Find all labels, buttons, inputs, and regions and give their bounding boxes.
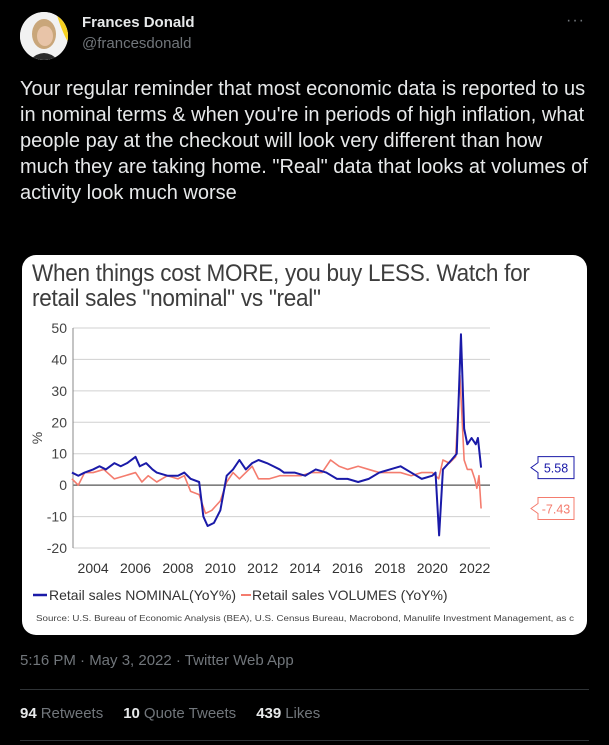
- author-name[interactable]: Frances Donald: [82, 14, 195, 31]
- stat-count: 439: [256, 705, 282, 722]
- y-tick-label: 10: [51, 446, 67, 462]
- end-label-nominal: 5.58: [544, 462, 568, 476]
- y-tick-label: 0: [59, 477, 67, 493]
- ellipsis-icon[interactable]: ···: [566, 12, 585, 29]
- tweet-timestamp[interactable]: 5:16 PM · May 3, 2022 · Twitter Web App: [20, 652, 294, 669]
- divider: [20, 740, 589, 741]
- tweet-text: Your regular reminder that most economic…: [20, 78, 588, 204]
- x-tick-label: 2018: [374, 560, 405, 576]
- y-tick-label: 20: [51, 414, 67, 430]
- chart-title: When things cost MORE, you buy LESS. Wat…: [32, 260, 530, 312]
- avatar-image-icon: [20, 12, 68, 60]
- y-tick-label: -20: [47, 540, 67, 556]
- chart-source: Source: U.S. Bureau of Economic Analysis…: [36, 614, 574, 623]
- legend-label-nominal: Retail sales NOMINAL(YoY%): [49, 587, 236, 603]
- chart-image[interactable]: When things cost MORE, you buy LESS. Wat…: [22, 255, 587, 635]
- end-label-volumes: -7.43: [542, 502, 571, 516]
- x-tick-label: 2010: [205, 560, 236, 576]
- divider: [20, 689, 589, 690]
- stat-label: Retweets: [40, 705, 104, 722]
- x-tick-label: 2008: [162, 560, 193, 576]
- series-line-volumes: [71, 374, 482, 515]
- x-tick-label: 2004: [78, 560, 109, 576]
- stat-label: Quote Tweets: [143, 705, 237, 722]
- author-handle[interactable]: @francesdonald: [82, 35, 192, 52]
- stat-count: 10: [123, 705, 140, 722]
- tweet-stats: 94 Retweets 10 Quote Tweets 439 Likes: [20, 705, 320, 722]
- stat-retweets[interactable]: 94 Retweets: [20, 705, 103, 722]
- x-tick-label: 2014: [290, 560, 321, 576]
- x-tick-label: 2012: [247, 560, 278, 576]
- y-tick-label: 40: [51, 351, 67, 367]
- stat-count: 94: [20, 705, 37, 722]
- end-label-box: [530, 496, 575, 520]
- stat-quote-tweets[interactable]: 10 Quote Tweets: [123, 705, 236, 722]
- legend-label-volumes: Retail sales VOLUMES (YoY%): [252, 587, 448, 603]
- stat-likes[interactable]: 439 Likes: [256, 705, 320, 722]
- y-axis-label: %: [29, 432, 45, 444]
- end-label-box: [530, 456, 575, 480]
- x-tick-label: 2022: [459, 560, 490, 576]
- stat-label: Likes: [285, 705, 321, 722]
- avatar[interactable]: [20, 12, 68, 60]
- x-tick-label: 2020: [417, 560, 448, 576]
- series-line-nominal: [71, 333, 483, 537]
- x-tick-label: 2006: [120, 560, 151, 576]
- y-tick-label: 50: [51, 320, 67, 336]
- y-tick-label: -10: [47, 509, 67, 525]
- x-tick-label: 2016: [332, 560, 363, 576]
- y-tick-label: 30: [51, 383, 67, 399]
